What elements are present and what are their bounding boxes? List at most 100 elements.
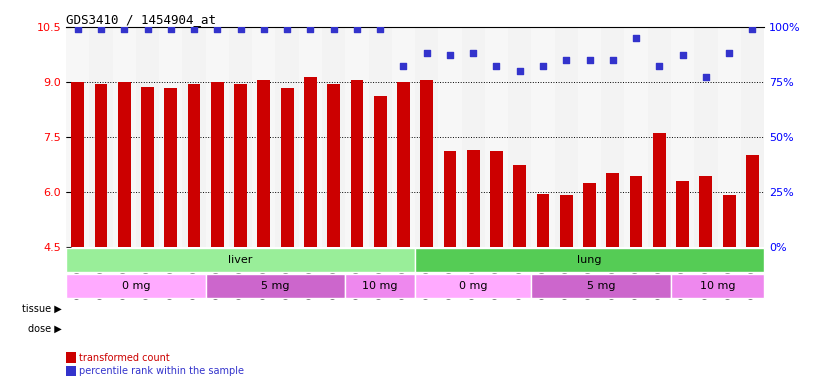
Bar	[439, 27, 462, 247]
Point	[257, 26, 270, 32]
Bar	[624, 27, 648, 247]
Bar	[531, 27, 555, 247]
Bar	[601, 27, 624, 247]
Point	[420, 50, 434, 56]
Bar	[560, 195, 572, 247]
Bar	[322, 27, 345, 247]
Text: 0 mg: 0 mg	[459, 281, 487, 291]
Bar	[648, 27, 671, 247]
Bar	[415, 27, 439, 247]
Bar	[723, 195, 735, 247]
Text: transformed count: transformed count	[79, 353, 170, 362]
Point	[490, 63, 503, 70]
Bar	[276, 27, 299, 247]
Text: 10 mg: 10 mg	[363, 281, 398, 291]
Bar	[629, 176, 643, 247]
Bar	[606, 174, 620, 247]
Bar	[718, 27, 741, 247]
Text: tissue ▶: tissue ▶	[22, 304, 62, 314]
Text: dose ▶: dose ▶	[28, 323, 62, 333]
Point	[117, 26, 131, 32]
Point	[467, 50, 480, 56]
Bar	[345, 275, 415, 298]
Bar	[583, 183, 596, 247]
Bar	[490, 151, 503, 247]
Bar	[444, 151, 456, 247]
Bar	[671, 275, 764, 298]
Bar	[235, 84, 247, 247]
Bar	[350, 80, 363, 247]
Point	[700, 74, 713, 81]
Bar	[345, 27, 368, 247]
Bar	[89, 27, 112, 247]
Text: 5 mg: 5 mg	[261, 281, 290, 291]
Text: percentile rank within the sample: percentile rank within the sample	[79, 366, 244, 376]
Bar	[188, 84, 201, 247]
Bar	[135, 27, 159, 247]
Bar	[299, 27, 322, 247]
Text: 10 mg: 10 mg	[700, 281, 735, 291]
Point	[444, 52, 457, 58]
Point	[606, 57, 620, 63]
Text: lung: lung	[577, 255, 602, 265]
Bar	[700, 176, 712, 247]
Point	[350, 26, 363, 32]
Bar	[415, 248, 764, 272]
Bar	[183, 27, 206, 247]
Text: liver: liver	[228, 255, 253, 265]
Point	[188, 26, 201, 32]
Bar	[741, 27, 764, 247]
Bar	[676, 181, 689, 247]
Bar	[368, 27, 392, 247]
Point	[234, 26, 247, 32]
Bar	[653, 133, 666, 247]
Bar	[374, 96, 387, 247]
Bar	[141, 87, 154, 247]
Point	[629, 35, 643, 41]
Bar	[206, 275, 345, 298]
Point	[396, 63, 410, 70]
Bar	[415, 275, 531, 298]
Point	[304, 26, 317, 32]
Point	[373, 26, 387, 32]
Bar	[420, 80, 433, 247]
Bar	[206, 27, 229, 247]
Bar	[397, 82, 410, 247]
Bar	[281, 88, 293, 247]
Point	[560, 57, 573, 63]
Bar	[555, 27, 578, 247]
Point	[723, 50, 736, 56]
Bar	[462, 27, 485, 247]
Bar	[578, 27, 601, 247]
Bar	[508, 27, 531, 247]
Bar	[467, 150, 480, 247]
Bar	[66, 275, 206, 298]
Bar	[95, 84, 107, 247]
Bar	[304, 78, 316, 247]
Point	[513, 68, 526, 74]
Bar	[671, 27, 695, 247]
Text: GDS3410 / 1454904_at: GDS3410 / 1454904_at	[66, 13, 216, 26]
Bar	[537, 194, 549, 247]
Point	[746, 26, 759, 32]
Bar	[258, 80, 270, 247]
Bar	[252, 27, 276, 247]
Bar	[118, 82, 131, 247]
Point	[94, 26, 107, 32]
Point	[71, 26, 84, 32]
Text: 5 mg: 5 mg	[587, 281, 615, 291]
Bar	[485, 27, 508, 247]
Point	[141, 26, 154, 32]
Bar	[211, 82, 224, 247]
Point	[676, 52, 689, 58]
Bar	[327, 84, 340, 247]
Bar	[746, 155, 759, 247]
Text: 0 mg: 0 mg	[121, 281, 150, 291]
Point	[164, 26, 178, 32]
Point	[281, 26, 294, 32]
Bar	[164, 88, 177, 247]
Bar	[112, 27, 135, 247]
Point	[583, 57, 596, 63]
Point	[653, 63, 666, 70]
Bar	[71, 82, 84, 247]
